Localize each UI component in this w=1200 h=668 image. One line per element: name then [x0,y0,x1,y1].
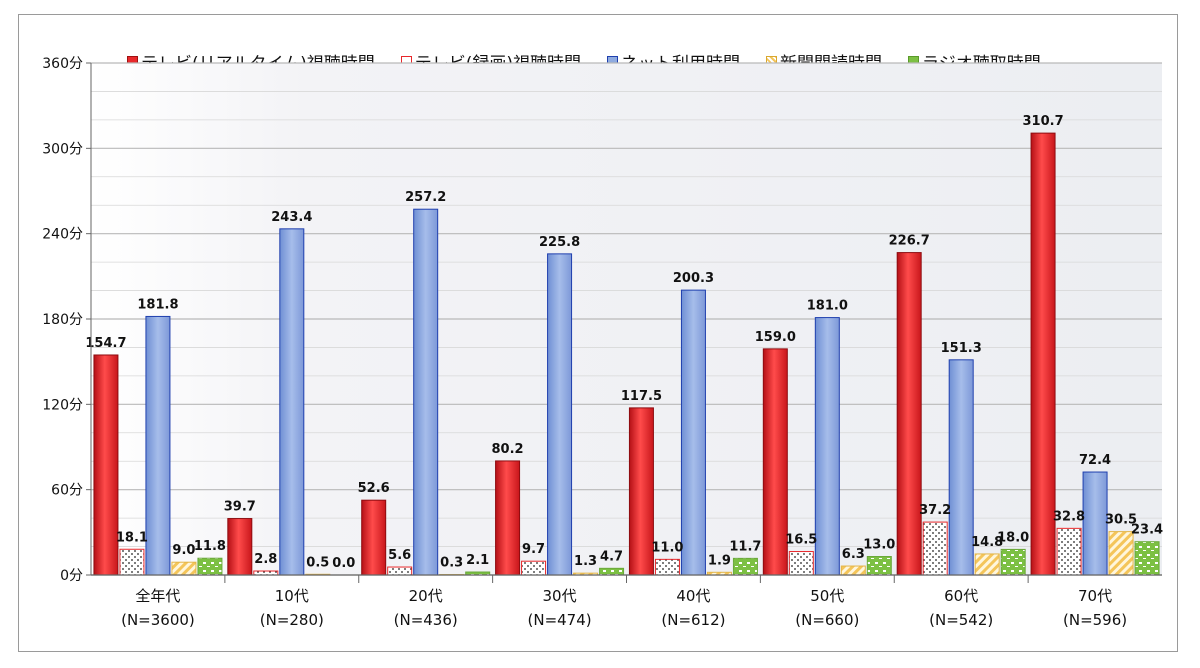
data-label: 6.3 [842,547,865,562]
data-label: 0.3 [440,556,463,571]
bar-tv-recorded [922,521,948,576]
bar-radio [1134,541,1160,576]
data-label: 159.0 [755,330,796,345]
data-label: 117.5 [621,389,662,404]
bar-net [547,253,573,576]
x-category-label: 50代 [810,587,844,605]
data-label: 11.8 [194,539,226,554]
data-label: 226.7 [889,234,930,249]
bar-newspaper [1108,531,1134,576]
data-label: 2.1 [466,553,489,568]
x-category-label: 全年代 [135,587,180,605]
bar-tv-realtime [628,407,654,576]
bar-tv-recorded [654,558,680,576]
x-category-label: 60代 [944,587,978,605]
y-tick-label: 300分 [42,141,83,157]
bar-net [948,359,974,576]
data-label: 151.3 [941,341,982,356]
bar-newspaper [171,561,197,576]
data-label: 72.4 [1079,453,1111,468]
bar-net [413,208,439,576]
x-category-label: 70代 [1078,587,1112,605]
x-category-sample: (N=542) [929,611,993,629]
data-label: 39.7 [224,500,256,515]
x-category-sample: (N=436) [394,611,458,629]
bar-tv-realtime [896,252,922,576]
data-label: 37.2 [919,503,951,518]
data-label: 4.7 [600,549,623,564]
data-label: 225.8 [539,235,580,250]
x-category-label: 20代 [409,587,443,605]
data-label: 80.2 [492,442,524,457]
bar-radio [866,556,892,576]
data-label: 181.0 [807,299,848,314]
data-label: 2.8 [254,552,277,567]
bar-tv-realtime [93,354,119,576]
x-category-label: 40代 [676,587,710,605]
data-label: 310.7 [1023,114,1064,129]
bar-tv-realtime [495,460,521,576]
y-tick-label: 0分 [60,568,83,584]
data-label: 30.5 [1105,513,1137,528]
data-label: 0.0 [332,556,355,571]
bar-net [279,228,305,576]
bar-newspaper [840,565,866,576]
data-label: 18.0 [997,530,1029,545]
x-category-label: 10代 [275,587,309,605]
bar-tv-recorded [1056,527,1082,576]
data-label: 11.0 [651,540,683,555]
bar-chart: 154.7 18.1 181.8 9.011.8 39.7 2.8 243.4 0.5 0.0 5… [42,56,1163,629]
data-label: 52.6 [358,481,390,496]
bar-tv-realtime [361,499,387,576]
bar-net [680,289,706,576]
y-tick-label: 60分 [51,483,83,499]
bar-tv-recorded [521,560,547,576]
x-category-sample: (N=596) [1063,611,1127,629]
x-category-sample: (N=474) [528,611,592,629]
x-category-sample: (N=660) [795,611,859,629]
y-tick-label: 180分 [42,312,83,328]
chart-frame: テレビ(リアルタイム)視聴時間 テレビ(録画)視聴時間 ネット利用時間 新聞閲読… [18,14,1178,652]
x-category-sample: (N=280) [260,611,324,629]
y-tick-label: 240分 [42,227,83,243]
data-label: 1.9 [708,553,731,568]
data-label: 23.4 [1131,523,1163,538]
x-category-sample: (N=3600) [121,611,195,629]
bar-tv-recorded [387,566,413,576]
data-label: 200.3 [673,271,714,286]
data-label: 181.8 [137,297,178,312]
bar-radio [599,567,625,576]
bar-tv-realtime [762,348,788,576]
data-label: 257.2 [405,190,446,205]
y-tick-label: 120分 [42,397,83,413]
x-category-sample: (N=612) [661,611,725,629]
bar-net [145,315,171,576]
data-label: 5.6 [388,548,411,563]
bar-radio [197,557,223,576]
bar-tv-realtime [227,518,253,576]
x-category-label: 30代 [543,587,577,605]
data-label: 0.5 [306,555,329,570]
bar-net [814,317,840,576]
data-label: 32.8 [1053,509,1085,524]
data-label: 9.0 [172,543,195,558]
bar-tv-realtime [1030,132,1056,576]
y-tick-label: 360分 [42,56,83,72]
bar-newspaper [974,553,1000,576]
bar-tv-recorded [788,551,814,576]
data-label: 14.8 [971,535,1003,550]
data-label: 11.7 [729,539,761,554]
bar-radio [732,557,758,576]
data-label: 154.7 [85,336,126,351]
bar-radio [1000,548,1026,576]
bar-tv-recorded [119,548,145,576]
data-label: 243.4 [271,210,312,225]
data-label: 18.1 [116,530,148,545]
data-label: 16.5 [785,533,817,548]
bar-net [1082,471,1108,576]
data-label: 13.0 [863,538,895,553]
data-label: 9.7 [522,542,545,557]
data-label: 1.3 [574,554,597,569]
